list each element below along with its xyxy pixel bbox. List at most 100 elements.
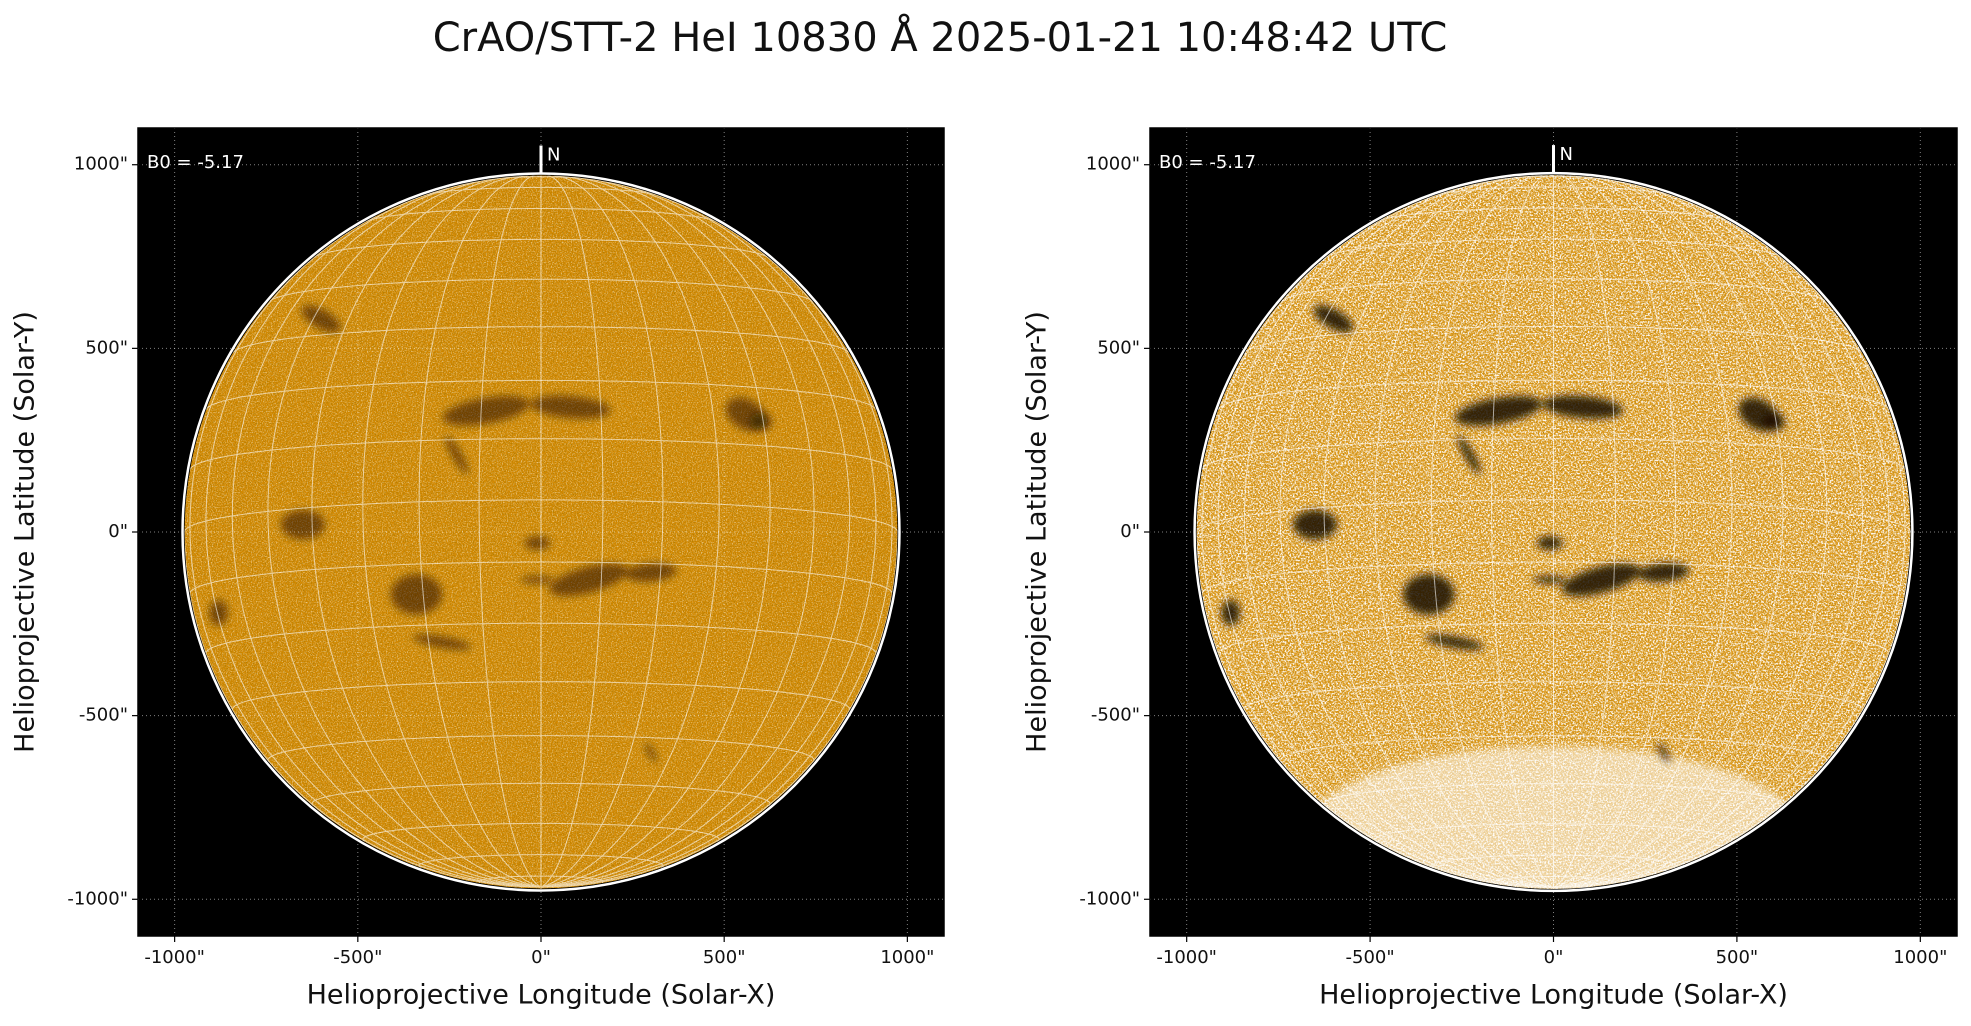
grid-curve — [311, 176, 542, 888]
filament — [1536, 536, 1563, 550]
grid-curve — [1323, 176, 1554, 888]
filament — [1762, 412, 1785, 431]
filament — [520, 576, 554, 584]
x-tick-label: 500" — [1716, 947, 1759, 968]
grid-curve — [1217, 186, 1554, 888]
figure-title: CrAO/STT-2 HeI 10830 Å 2025-01-21 10:48:… — [433, 13, 1448, 61]
filament — [1562, 563, 1641, 596]
grid-curve — [423, 186, 659, 196]
grid-curve — [540, 175, 720, 888]
grid-curve — [1201, 561, 1906, 594]
panel: -1000" -500" 0" 500" 1000" -1000" -500" 0" 500" 1… — [10, 127, 945, 1011]
filament — [413, 634, 471, 650]
filament — [524, 536, 551, 550]
grid-curve — [1553, 175, 1677, 888]
filament — [280, 510, 325, 540]
x-tick-label: 0" — [1544, 947, 1564, 968]
grid-curve — [1281, 278, 1826, 302]
filaments — [1221, 305, 1785, 763]
axes-frame — [137, 127, 945, 937]
grid-curve — [189, 215, 542, 888]
y-tick-label: 0" — [108, 521, 128, 542]
grid-curve — [1553, 531, 1911, 888]
filament — [1313, 305, 1354, 333]
grid-curve — [1436, 186, 1671, 196]
grid-curve — [1201, 215, 1554, 888]
y-tick-label: 500" — [1097, 337, 1140, 358]
grid-curve — [478, 175, 542, 888]
grid-curve — [1430, 175, 1554, 888]
grid-curve — [232, 326, 850, 353]
grid-curve — [205, 622, 877, 654]
y-tick-label: -1000" — [67, 888, 128, 909]
x-tick-label: 500" — [703, 947, 746, 968]
grid-curve — [269, 278, 813, 302]
x-axis-label: Helioprojective Longitude (Solar-X) — [1319, 980, 1788, 1011]
y-tick-label: -500" — [1091, 705, 1140, 726]
grid-curve — [313, 238, 769, 258]
grid-curve — [1374, 823, 1733, 843]
panel: -1000" -500" 0" 500" 1000" -1000" -500" 0" 500" 1… — [1022, 127, 1958, 1011]
filament — [625, 563, 677, 582]
grid-curve — [1217, 622, 1890, 654]
filament — [749, 412, 772, 431]
filaments — [209, 305, 772, 762]
grid-curve — [1243, 681, 1864, 711]
x-tick-label: 0" — [531, 947, 551, 968]
grid-curve — [1326, 238, 1781, 258]
grid-curve — [1201, 438, 1906, 470]
filament — [390, 574, 443, 615]
grid-curve — [184, 531, 542, 888]
y-tick-label: -1000" — [1079, 888, 1140, 909]
grid-curve — [540, 531, 898, 888]
grid-curve — [184, 499, 898, 533]
filament — [209, 599, 228, 626]
grid-curve — [418, 854, 664, 868]
filament — [1455, 396, 1542, 426]
grid-curve — [1196, 531, 1554, 888]
grid-curve — [189, 561, 893, 594]
grid-curve — [1196, 499, 1911, 533]
filament — [1457, 435, 1481, 475]
filament — [1221, 599, 1240, 626]
grid-curve — [1553, 186, 1890, 888]
heliographic-grid — [184, 175, 898, 888]
grid-curve — [540, 177, 815, 888]
x-tick-label: -500" — [1346, 947, 1395, 968]
annotation: B0 = -5.17 — [147, 152, 244, 173]
y-axis-label: Helioprojective Latitude (Solar-Y) — [10, 311, 41, 753]
filament — [644, 742, 657, 762]
y-tick-label: 1000" — [1086, 154, 1140, 175]
grid-curve — [540, 187, 877, 888]
grid-curve — [1244, 325, 1863, 353]
filament — [1293, 509, 1338, 540]
grid-curve — [267, 177, 542, 888]
filament — [301, 305, 341, 333]
y-tick-label: 500" — [85, 337, 128, 358]
grid-curve — [205, 187, 542, 888]
north-label: N — [547, 145, 560, 166]
grid-curve — [1490, 175, 1554, 888]
y-tick-label: 1000" — [74, 154, 128, 175]
grid-curve — [189, 438, 893, 470]
annotation: B0 = -5.17 — [1159, 152, 1256, 173]
y-tick-label: 0" — [1120, 521, 1140, 542]
x-tick-label: -500" — [333, 947, 382, 968]
axis-grid — [138, 128, 944, 936]
grid-curve — [362, 822, 720, 843]
x-tick-label: 1000" — [880, 947, 934, 968]
grid-curve — [418, 175, 542, 888]
heliographic-grid — [1196, 175, 1911, 888]
axes-frame — [1149, 127, 1958, 937]
grid-curve — [1553, 215, 1906, 888]
filament — [549, 563, 628, 596]
filament — [1533, 576, 1567, 584]
grid-curve — [1323, 783, 1784, 807]
y-tick-label: -500" — [79, 705, 128, 726]
filament — [445, 435, 469, 475]
north-label: N — [1560, 144, 1573, 165]
grid-curve — [540, 215, 893, 888]
grid-curve — [540, 176, 771, 888]
x-axis-label: Helioprojective Longitude (Solar-X) — [307, 980, 776, 1011]
